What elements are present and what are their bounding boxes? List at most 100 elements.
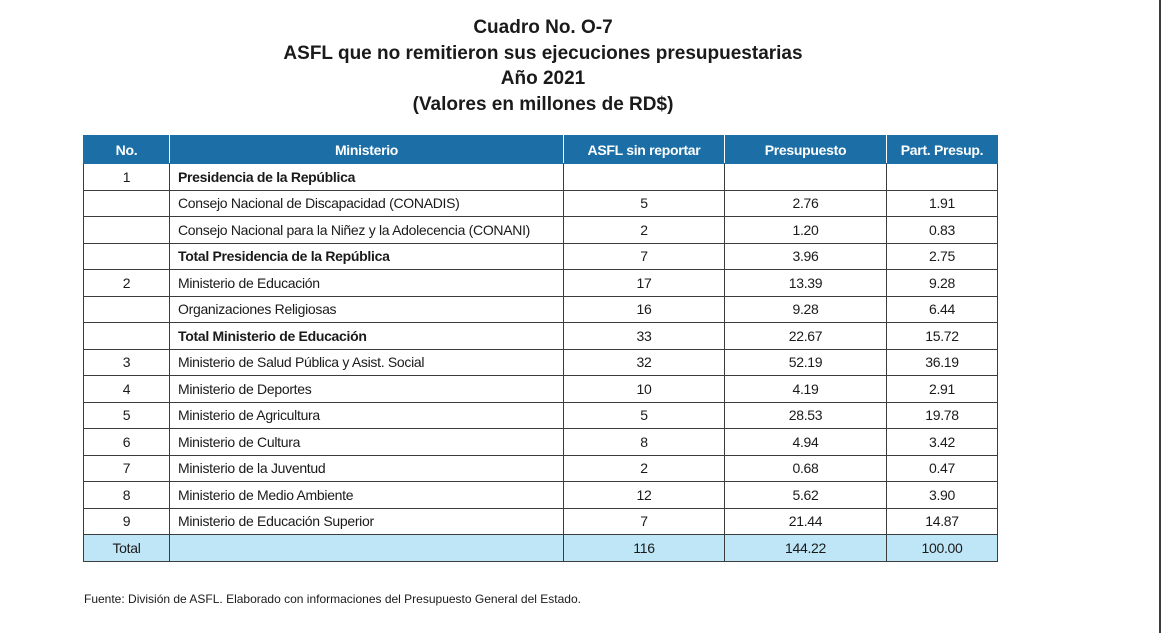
- cell-part: 0.83: [886, 216, 998, 244]
- total-presupuesto: 144.22: [724, 534, 887, 562]
- table-row: Consejo Nacional para la Niñez y la Adol…: [83, 216, 998, 244]
- total-no: Total: [83, 534, 170, 562]
- cell-ministerio: Organizaciones Religiosas: [169, 295, 564, 323]
- header-ministerio: Ministerio: [169, 135, 564, 164]
- table-row: 1 Presidencia de la República: [83, 163, 998, 191]
- table-row: Total Presidencia de la República 7 3.96 2.…: [83, 242, 998, 270]
- cell-no: 4: [83, 375, 170, 403]
- cell-no: 1: [83, 163, 170, 191]
- cell-asfl: 5: [563, 189, 725, 217]
- cell-ministerio: Ministerio de Medio Ambiente: [169, 481, 564, 509]
- cell-part: 14.87: [886, 507, 998, 535]
- title-line-4: (Valores en millones de RD$): [412, 93, 674, 115]
- header-part-presup: Part. Presup.: [886, 135, 998, 164]
- header-presupuesto: Presupuesto: [724, 135, 887, 164]
- source-note: Fuente: División de ASFL. Elaborado con …: [84, 592, 581, 606]
- table-row: 9 Ministerio de Educación Superior 7 21.44 1…: [83, 507, 998, 535]
- cell-asfl: 8: [563, 428, 725, 456]
- cell-no: 5: [83, 401, 170, 429]
- cell-asfl: 10: [563, 375, 725, 403]
- cell-no: [83, 322, 170, 350]
- cell-asfl: [563, 163, 725, 191]
- cell-asfl: 16: [563, 295, 725, 323]
- cell-part: 36.19: [886, 348, 998, 376]
- total-ministerio: [169, 534, 564, 562]
- header-no: No.: [83, 135, 170, 164]
- cell-part: 3.90: [886, 481, 998, 509]
- cell-asfl: 33: [563, 322, 725, 350]
- table-row: 5 Ministerio de Agricultura 5 28.53 19.78: [83, 401, 998, 429]
- cell-no: [83, 295, 170, 323]
- cell-part: 15.72: [886, 322, 998, 350]
- table-row: 8 Ministerio de Medio Ambiente 12 5.62 3.90: [83, 481, 998, 509]
- table-row: Organizaciones Religiosas 16 9.28 6.44: [83, 295, 998, 323]
- table-row: 7 Ministerio de la Juventud 2 0.68 0.47: [83, 454, 998, 482]
- page-edge-line: [1159, 0, 1161, 633]
- table-title: Cuadro No. O-7 ASFL que no remitieron su…: [0, 15, 1086, 117]
- budget-table: No. Ministerio ASFL sin reportar Presupu…: [83, 135, 998, 562]
- cell-ministerio: Ministerio de Agricultura: [169, 401, 564, 429]
- header-asfl-sin-reportar: ASFL sin reportar: [563, 135, 725, 164]
- cell-presupuesto: [724, 163, 887, 191]
- cell-no: 6: [83, 428, 170, 456]
- cell-part: 2.75: [886, 242, 998, 270]
- cell-ministerio: Ministerio de Cultura: [169, 428, 564, 456]
- cell-no: [83, 216, 170, 244]
- cell-asfl: 2: [563, 216, 725, 244]
- table-row: Consejo Nacional de Discapacidad (CONADI…: [83, 189, 998, 217]
- cell-no: 7: [83, 454, 170, 482]
- cell-ministerio: Ministerio de Educación Superior: [169, 507, 564, 535]
- cell-ministerio: Consejo Nacional para la Niñez y la Adol…: [169, 216, 564, 244]
- cell-presupuesto: 2.76: [724, 189, 887, 217]
- cell-presupuesto: 52.19: [724, 348, 887, 376]
- cell-part: 19.78: [886, 401, 998, 429]
- cell-presupuesto: 4.19: [724, 375, 887, 403]
- cell-no: 9: [83, 507, 170, 535]
- title-line-3: Año 2021: [500, 68, 586, 89]
- total-asfl: 116: [563, 534, 725, 562]
- cell-ministerio: Ministerio de la Juventud: [169, 454, 564, 482]
- cell-part: 1.91: [886, 189, 998, 217]
- cell-ministerio: Presidencia de la República: [169, 163, 564, 191]
- cell-no: [83, 242, 170, 270]
- cell-part: 9.28: [886, 269, 998, 297]
- cell-presupuesto: 28.53: [724, 401, 887, 429]
- table-total-row: Total 116 144.22 100.00: [83, 534, 998, 562]
- cell-presupuesto: 5.62: [724, 481, 887, 509]
- total-part: 100.00: [886, 534, 998, 562]
- cell-part: 0.47: [886, 454, 998, 482]
- cell-ministerio: Consejo Nacional de Discapacidad (CONADI…: [169, 189, 564, 217]
- cell-ministerio: Total Presidencia de la República: [169, 242, 564, 270]
- cell-ministerio: Ministerio de Educación: [169, 269, 564, 297]
- cell-part: 2.91: [886, 375, 998, 403]
- title-line-1: Cuadro No. O-7: [473, 17, 613, 38]
- cell-asfl: 17: [563, 269, 725, 297]
- cell-asfl: 2: [563, 454, 725, 482]
- cell-ministerio: Ministerio de Deportes: [169, 375, 564, 403]
- cell-no: 3: [83, 348, 170, 376]
- cell-ministerio: Ministerio de Salud Pública y Asist. Soc…: [169, 348, 564, 376]
- cell-presupuesto: 13.39: [724, 269, 887, 297]
- cell-presupuesto: 3.96: [724, 242, 887, 270]
- cell-ministerio: Total Ministerio de Educación: [169, 322, 564, 350]
- cell-asfl: 5: [563, 401, 725, 429]
- table-row: 4 Ministerio de Deportes 10 4.19 2.91: [83, 375, 998, 403]
- cell-no: [83, 189, 170, 217]
- cell-part: [886, 163, 998, 191]
- table-row: 2 Ministerio de Educación 17 13.39 9.28: [83, 269, 998, 297]
- cell-presupuesto: 0.68: [724, 454, 887, 482]
- cell-asfl: 7: [563, 242, 725, 270]
- cell-no: 2: [83, 269, 170, 297]
- title-line-2: ASFL que no remitieron sus ejecuciones p…: [283, 42, 803, 64]
- cell-part: 6.44: [886, 295, 998, 323]
- cell-no: 8: [83, 481, 170, 509]
- table-row: 3 Ministerio de Salud Pública y Asist. So…: [83, 348, 998, 376]
- table-row: Total Ministerio de Educación 33 22.67 15.7…: [83, 322, 998, 350]
- cell-presupuesto: 4.94: [724, 428, 887, 456]
- cell-asfl: 7: [563, 507, 725, 535]
- cell-asfl: 32: [563, 348, 725, 376]
- cell-part: 3.42: [886, 428, 998, 456]
- cell-presupuesto: 22.67: [724, 322, 887, 350]
- cell-presupuesto: 1.20: [724, 216, 887, 244]
- table-header-row: No. Ministerio ASFL sin reportar Presupu…: [83, 135, 998, 164]
